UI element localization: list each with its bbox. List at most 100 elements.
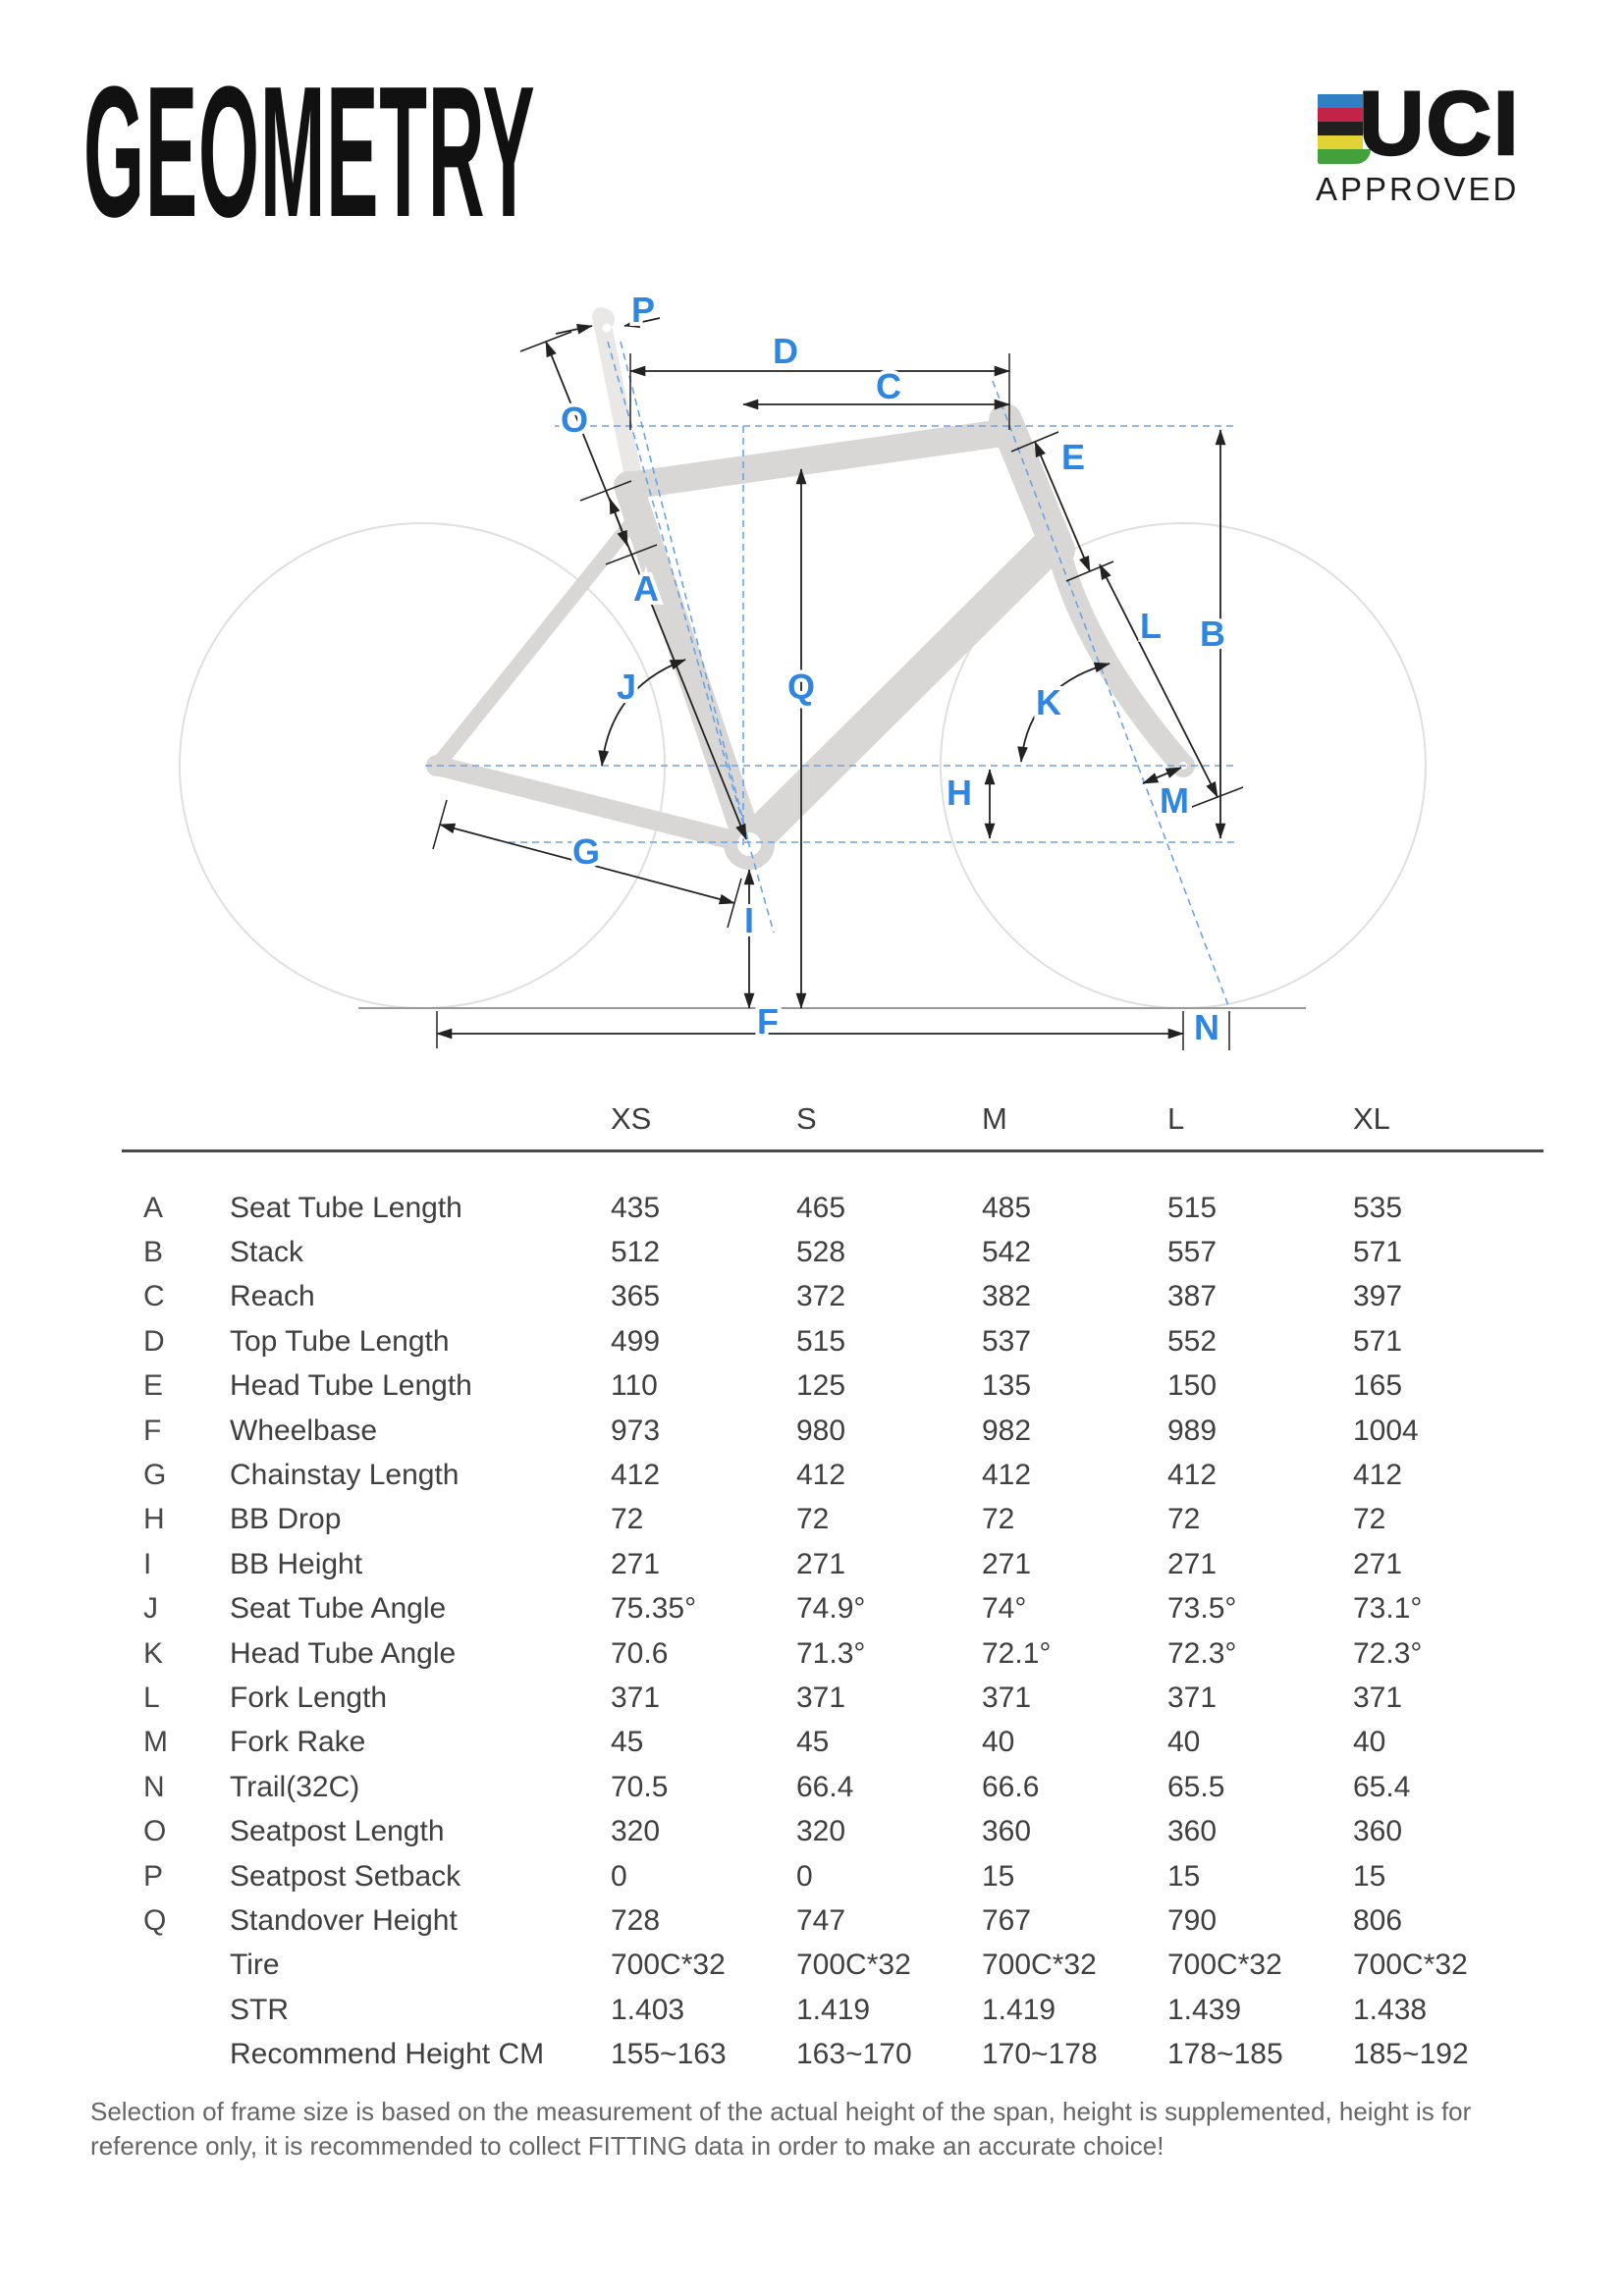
row-value: 0 [796, 1859, 813, 1893]
row-value: 747 [796, 1903, 846, 1937]
row-value: 412 [1167, 1459, 1218, 1492]
table-row: G Chainstay Length 412 412 412 412 412 [143, 1453, 1539, 1497]
row-value: 512 [611, 1236, 661, 1269]
row-value: 271 [611, 1547, 661, 1580]
row-value: 1.403 [611, 1993, 685, 2026]
page-title: GEOMETRY [83, 48, 536, 256]
row-letter: M [143, 1726, 168, 1759]
row-value: 74.9° [796, 1592, 866, 1626]
row-value: 271 [982, 1547, 1032, 1580]
row-value: 110 [611, 1369, 658, 1403]
row-letter: P [143, 1859, 164, 1893]
table-row: K Head Tube Angle 70.6 71.3° 72.1° 72.3° 72.3° [143, 1631, 1539, 1676]
row-value: 790 [1167, 1903, 1218, 1937]
row-value: 1.439 [1167, 1993, 1242, 2026]
row-value: 135 [982, 1369, 1032, 1403]
row-label: STR [230, 1993, 289, 2026]
diagram-label-F: F [757, 1001, 779, 1041]
dimension-lines [432, 317, 1244, 1050]
row-label: Wheelbase [230, 1414, 378, 1447]
row-value: 485 [982, 1191, 1032, 1224]
row-value: 806 [1353, 1903, 1403, 1937]
uci-approved-logo: UCI APPROVED [1312, 73, 1547, 214]
row-value: 465 [796, 1191, 846, 1224]
size-selection-note: Selection of frame size is based on the … [90, 2097, 1472, 2162]
diagram-label-Q: Q [787, 667, 815, 707]
row-label: Seat Tube Length [230, 1191, 462, 1224]
row-value: 1.438 [1353, 1993, 1428, 2026]
row-value: 170~178 [982, 2038, 1098, 2071]
row-value: 40 [1353, 1726, 1386, 1759]
column-header: S [796, 1101, 817, 1136]
row-label: Trail(32C) [230, 1770, 360, 1803]
uci-stripe [1318, 108, 1363, 122]
uci-stripe [1318, 122, 1363, 135]
row-value: 557 [1167, 1236, 1218, 1269]
row-value: 412 [611, 1459, 661, 1492]
row-value: 571 [1353, 1324, 1403, 1358]
column-header: XS [611, 1101, 652, 1136]
row-value: 371 [796, 1681, 846, 1714]
diagram-label-G: G [572, 831, 600, 872]
row-value: 542 [982, 1236, 1032, 1269]
row-value: 40 [982, 1726, 1015, 1759]
row-value: 1004 [1353, 1414, 1419, 1447]
row-value: 45 [611, 1726, 644, 1759]
uci-logo-text: UCI [1358, 73, 1521, 176]
bike-geometry-diagram: P O D C E A L B J Q K H M G I F N [179, 286, 1427, 1051]
row-value: 73.5° [1167, 1592, 1237, 1626]
diagram-label-H: H [947, 773, 972, 813]
row-letter: E [143, 1369, 164, 1403]
size-table-rule [122, 1149, 1543, 1152]
row-label: Reach [230, 1280, 315, 1313]
row-value: 15 [1353, 1859, 1386, 1893]
row-label: Seatpost Length [230, 1815, 445, 1848]
frame [426, 307, 1195, 870]
row-value: 0 [611, 1859, 627, 1893]
row-value: 982 [982, 1414, 1032, 1447]
table-row: L Fork Length 371 371 371 371 371 [143, 1676, 1539, 1720]
row-label: Top Tube Length [230, 1324, 450, 1358]
row-value: 767 [982, 1903, 1032, 1937]
diagram-label-J: J [617, 667, 636, 707]
row-value: 71.3° [796, 1636, 866, 1670]
row-label: Head Tube Length [230, 1369, 472, 1403]
row-value: 365 [611, 1280, 661, 1313]
table-row: O Seatpost Length 320 320 360 360 360 [143, 1809, 1539, 1853]
row-letter: K [143, 1636, 164, 1670]
row-value: 320 [611, 1815, 661, 1848]
row-letter: J [143, 1592, 158, 1626]
row-value: 15 [1167, 1859, 1201, 1893]
row-value: 360 [1353, 1815, 1403, 1848]
uci-approved-label: APPROVED [1316, 171, 1520, 207]
size-table-header: XS S M L XL [143, 1097, 1539, 1141]
row-value: 412 [796, 1459, 846, 1492]
row-letter: A [143, 1191, 164, 1224]
row-value: 537 [982, 1324, 1032, 1358]
table-row: STR 1.403 1.419 1.419 1.439 1.438 [143, 1988, 1539, 2032]
row-label: Recommend Height CM [230, 2038, 545, 2071]
row-value: 178~185 [1167, 2038, 1283, 2071]
row-value: 72 [796, 1503, 830, 1536]
row-value: 72 [1353, 1503, 1386, 1536]
row-value: 72.3° [1167, 1636, 1237, 1670]
table-row: I BB Height 271 271 271 271 271 [143, 1542, 1539, 1586]
row-value: 552 [1167, 1324, 1218, 1358]
column-header: M [982, 1101, 1007, 1136]
uci-rainbow-stripes-icon [1318, 94, 1371, 164]
row-letter: I [143, 1547, 152, 1580]
row-label: BB Drop [230, 1503, 342, 1536]
table-row: A Seat Tube Length 435 465 485 515 535 [143, 1186, 1539, 1230]
row-value: 571 [1353, 1236, 1403, 1269]
diagram-label-L: L [1140, 606, 1162, 646]
row-value: 980 [796, 1414, 846, 1447]
row-letter: G [143, 1459, 167, 1492]
row-value: 155~163 [611, 2038, 727, 2071]
row-value: 535 [1353, 1191, 1403, 1224]
uci-stripe [1318, 135, 1363, 149]
row-value: 72 [1167, 1503, 1201, 1536]
row-value: 371 [1353, 1681, 1403, 1714]
table-row: H BB Drop 72 72 72 72 72 [143, 1498, 1539, 1542]
row-value: 700C*32 [1167, 1949, 1282, 1982]
